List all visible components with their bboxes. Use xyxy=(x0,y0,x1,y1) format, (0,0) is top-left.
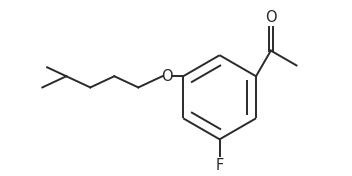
Text: O: O xyxy=(161,69,173,84)
Text: O: O xyxy=(265,10,277,25)
Text: F: F xyxy=(215,158,224,173)
